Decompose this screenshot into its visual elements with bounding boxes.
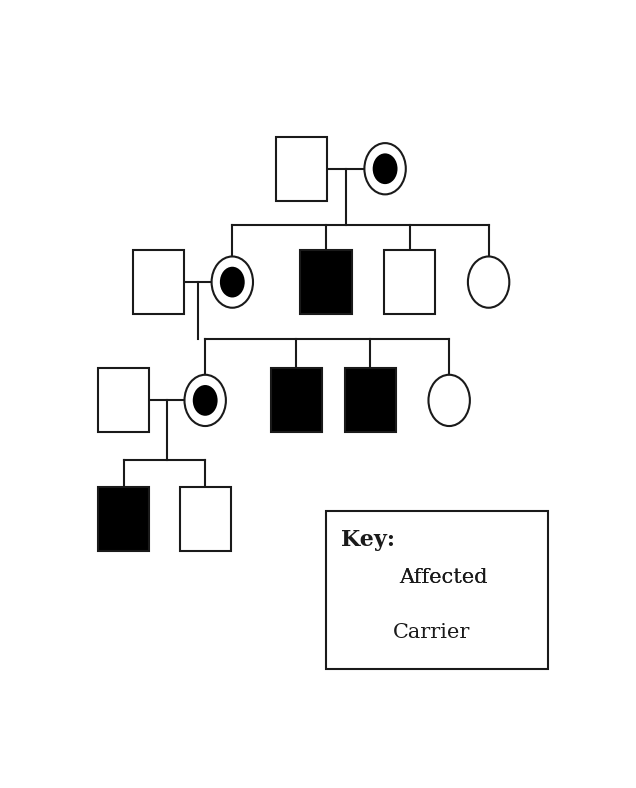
Text: Key:: Key: <box>341 529 395 551</box>
Ellipse shape <box>429 375 470 426</box>
Ellipse shape <box>373 154 398 184</box>
Text: Affected: Affected <box>399 568 488 587</box>
Bar <box>133 250 184 314</box>
Bar <box>300 250 352 314</box>
Bar <box>384 250 436 314</box>
Text: Carrier: Carrier <box>393 623 471 641</box>
Ellipse shape <box>184 375 226 426</box>
Ellipse shape <box>345 613 376 652</box>
Bar <box>98 487 149 551</box>
Bar <box>338 551 382 605</box>
Bar <box>275 136 327 201</box>
Ellipse shape <box>193 385 218 416</box>
Text: Affected: Affected <box>399 568 488 587</box>
Bar <box>345 368 396 433</box>
Ellipse shape <box>364 143 406 195</box>
Ellipse shape <box>468 256 509 308</box>
Ellipse shape <box>212 256 253 308</box>
Bar <box>179 487 231 551</box>
Ellipse shape <box>351 620 370 644</box>
Bar <box>326 511 548 669</box>
Bar <box>271 368 322 433</box>
Ellipse shape <box>220 266 245 298</box>
Bar <box>98 368 149 433</box>
